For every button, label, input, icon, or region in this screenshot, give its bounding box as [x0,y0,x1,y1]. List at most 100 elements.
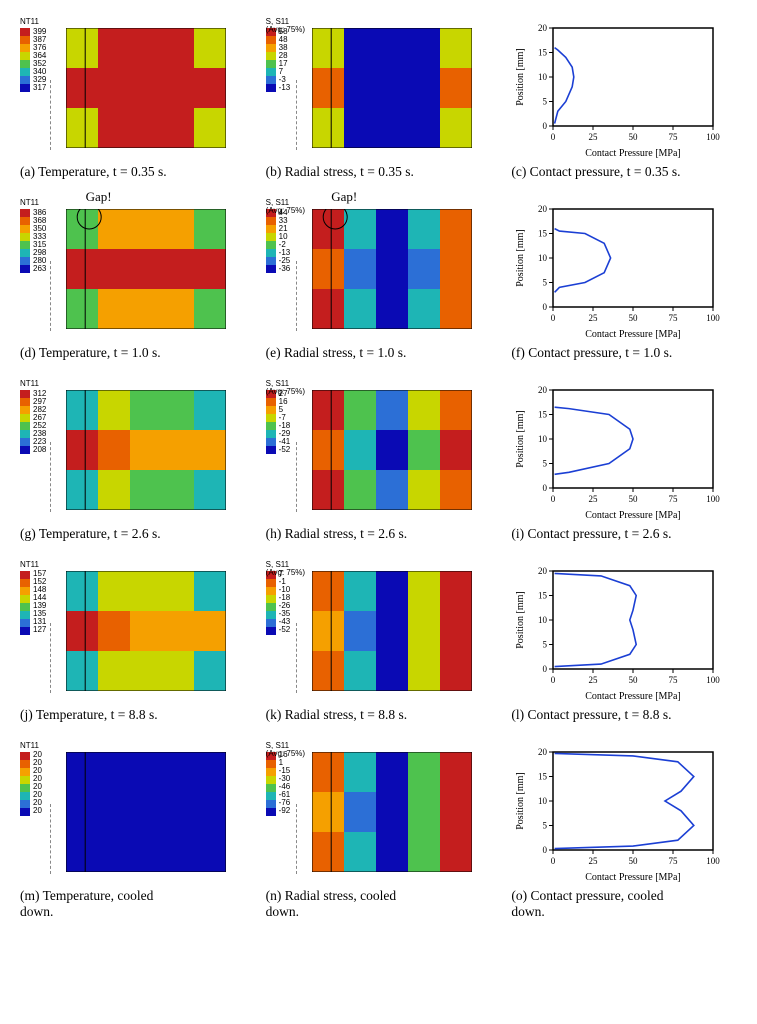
legend-swatch [20,792,30,800]
legend-swatch [20,768,30,776]
grid-cell: 025507510005101520Contact Pressure [MPa]… [511,20,737,193]
legend-value: 263 [33,265,46,273]
legend-swatch [266,406,276,414]
axis-dash [296,804,307,874]
svg-text:0: 0 [543,483,548,493]
grid-cell: S, S11 (Avg: 75%)58483828177-3-13 (b) Rad… [266,20,492,193]
svg-text:5: 5 [543,458,548,468]
legend-label: S, S11 (Avg: 75%) [266,742,305,759]
legend-swatch [266,265,276,273]
svg-text:Contact Pressure [MPa]: Contact Pressure [MPa] [586,329,682,340]
legend-row: 263 [20,265,46,273]
legend-swatch [266,257,276,265]
contour-svg [312,752,472,872]
svg-text:75: 75 [669,132,679,142]
legend-swatch [266,414,276,422]
legend-swatch [20,28,30,36]
legend-swatch [266,76,276,84]
legend-label: S, S11 (Avg: 75%) [266,199,305,216]
subcaption: (j) Temperature, t = 8.8 s. [20,707,158,724]
legend-label: NT11 [20,18,39,26]
svg-text:100: 100 [707,675,721,685]
legend-swatch [20,571,30,579]
contour-svg [66,752,226,872]
legend-swatch [20,752,30,760]
chart-svg: 025507510005101520Contact Pressure [MPa]… [511,744,721,884]
contour-panel: S, S11 (Avg: 75%)27165-7-18-29-41-52 [266,382,486,522]
legend-swatch [20,776,30,784]
svg-text:Position [mm]: Position [mm] [515,591,526,649]
legend-swatch [266,52,276,60]
legend-swatch [266,68,276,76]
chart-svg: 025507510005101520Contact Pressure [MPa]… [511,201,721,341]
legend-row: 10 [266,233,291,241]
svg-text:Contact Pressure [MPa]: Contact Pressure [MPa] [586,691,682,702]
svg-text:75: 75 [669,494,679,504]
contour-panel: NT11312297282267252238223208 [20,382,240,522]
svg-text:100: 100 [707,494,721,504]
legend: S, S11 (Avg: 75%)161-15-30-46-61-76-92 [266,752,291,816]
contour-panel: NT11157152148144139135131127 [20,563,240,703]
legend-swatch [20,406,30,414]
subcaption: (g) Temperature, t = 2.6 s. [20,526,161,543]
svg-text:20: 20 [538,566,548,576]
legend-swatch [20,209,30,217]
chart-svg: 025507510005101520Contact Pressure [MPa]… [511,563,721,703]
legend-swatch [20,760,30,768]
legend-swatch [266,808,276,816]
legend-swatch [266,225,276,233]
legend-row: -52 [266,627,291,635]
subcaption: (h) Radial stress, t = 2.6 s. [266,526,407,543]
legend-swatch [266,760,276,768]
svg-text:50: 50 [629,494,639,504]
contour-svg [66,571,226,691]
legend-swatch [266,579,276,587]
contour-svg [312,209,472,329]
grid-cell: S, S11 (Avg: 75%)161-15-30-46-61-76-92(n… [266,744,492,934]
contour-panel: S, S11 (Avg: 75%)58483828177-3-13 [266,20,486,160]
legend-swatch [266,44,276,52]
legend-swatch [266,619,276,627]
legend-row: -13 [266,84,291,92]
svg-text:20: 20 [538,385,548,395]
svg-text:0: 0 [543,664,548,674]
svg-text:5: 5 [543,277,548,287]
svg-text:15: 15 [538,228,548,238]
svg-text:Position [mm]: Position [mm] [515,48,526,106]
grid-cell: 025507510005101520Contact Pressure [MPa]… [511,201,737,374]
legend-value: -13 [279,84,291,92]
subcaption: (o) Contact pressure, cooled down. [511,888,663,922]
legend-swatch [20,603,30,611]
legend-row: 5 [266,406,291,414]
axis-dash [50,80,61,150]
legend-swatch [20,265,30,273]
chart-svg: 025507510005101520Contact Pressure [MPa]… [511,20,721,160]
contour-svg [66,209,226,329]
legend-row: -92 [266,808,291,816]
svg-text:5: 5 [543,820,548,830]
legend-row: 20 [20,808,42,816]
legend-swatch [266,241,276,249]
legend-swatch [20,398,30,406]
svg-text:50: 50 [629,856,639,866]
legend-value: -52 [279,626,291,634]
axis-dash [296,261,307,331]
legend-label: S, S11 (Avg: 75%) [266,561,305,578]
legend-row: 127 [20,627,46,635]
legend-swatch [20,249,30,257]
svg-text:10: 10 [538,615,548,625]
contour-panel: NT11386368350333315298280263Gap! [20,201,240,341]
legend-swatch [266,36,276,44]
svg-text:25: 25 [589,132,599,142]
subcaption: (b) Radial stress, t = 0.35 s. [266,164,414,181]
legend-swatch [20,60,30,68]
contour-svg [312,28,472,148]
legend-swatch [266,768,276,776]
svg-text:10: 10 [538,434,548,444]
legend-swatch [20,579,30,587]
grid-cell: NT112020202020202020(m) Temperature, coo… [20,744,246,934]
svg-text:15: 15 [538,590,548,600]
legend-swatch [20,446,30,454]
subcaption: (c) Contact pressure, t = 0.35 s. [511,164,680,181]
legend-value: 208 [33,446,46,454]
